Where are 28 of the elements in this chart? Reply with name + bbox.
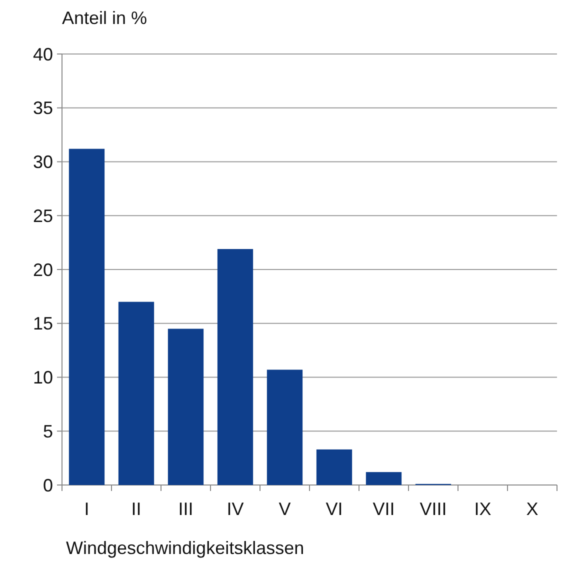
- x-tick-label: VI: [326, 499, 343, 519]
- bar: [118, 302, 154, 485]
- y-tick-label: 35: [32, 98, 53, 118]
- x-tick-label: III: [178, 499, 194, 519]
- y-axis-title: Anteil in %: [62, 8, 148, 28]
- x-tick-label: I: [84, 499, 90, 519]
- x-tick-label: X: [526, 499, 538, 519]
- x-tick-label: VII: [372, 499, 395, 519]
- y-tick-label: 0: [42, 475, 53, 496]
- bar: [316, 449, 352, 485]
- x-tick-label: II: [131, 499, 142, 519]
- y-tick-label: 20: [32, 260, 53, 280]
- y-tick-label: 40: [32, 44, 53, 64]
- bar: [266, 370, 303, 485]
- x-tick-label: IV: [226, 499, 244, 519]
- y-tick-label: 15: [32, 314, 53, 334]
- x-axis-title: Windgeschwindigkeitsklassen: [66, 538, 304, 558]
- bar: [217, 249, 254, 485]
- bar: [366, 472, 402, 485]
- x-tick-label: V: [278, 499, 291, 519]
- x-tick-label: VIII: [420, 499, 447, 519]
- bar: [168, 328, 204, 485]
- bar: [68, 148, 105, 485]
- y-tick-label: 25: [32, 206, 53, 226]
- y-tick-label: 30: [32, 152, 53, 172]
- x-tick-label: IX: [474, 499, 492, 519]
- y-tick-label: 10: [32, 368, 53, 388]
- y-tick-label: 5: [42, 421, 53, 442]
